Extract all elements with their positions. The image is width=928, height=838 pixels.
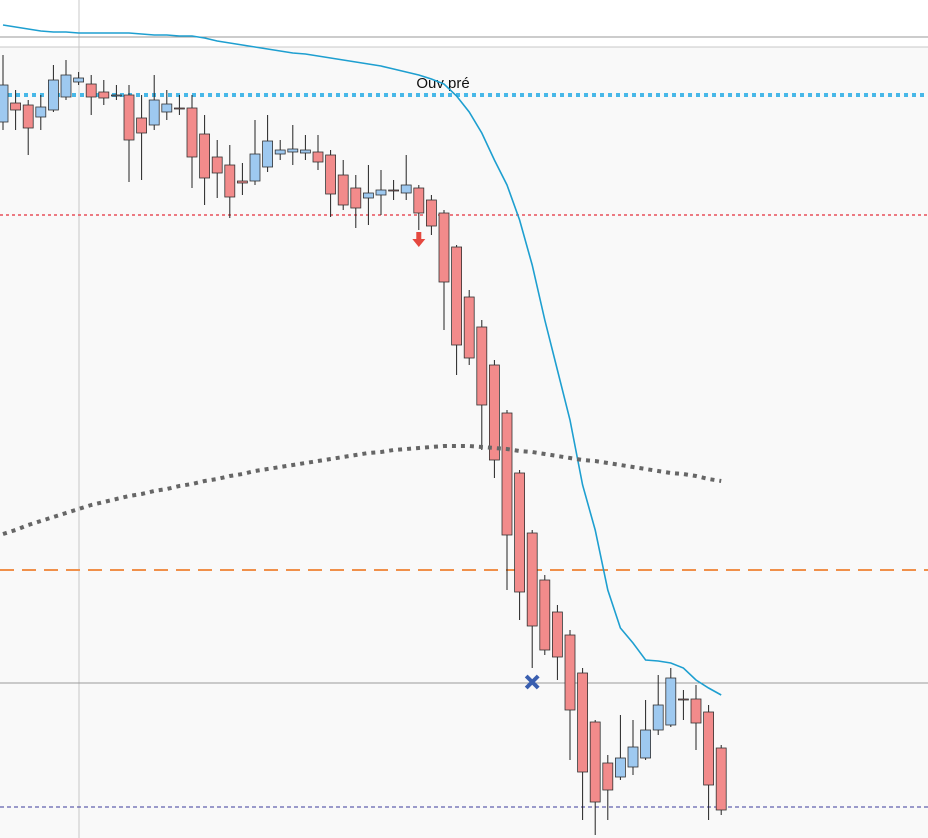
candle-body (35, 106, 47, 118)
candle-body (22, 104, 34, 129)
candle-body (337, 174, 349, 206)
candle-body (98, 91, 110, 99)
candle-body (715, 747, 727, 811)
candle-body (703, 711, 714, 786)
candle-body (589, 721, 601, 803)
candle-body (136, 117, 148, 134)
candle-body (640, 729, 651, 759)
candle-body (262, 140, 274, 168)
candle-body (514, 472, 525, 593)
candle-body (224, 164, 236, 198)
candle-body (325, 154, 337, 195)
candle-body (501, 412, 513, 536)
candle-body (350, 187, 362, 209)
candle-body (526, 532, 538, 627)
candle-body (199, 133, 211, 179)
candle-body (425, 199, 437, 227)
plot-background (0, 47, 928, 838)
candle-body (211, 156, 223, 174)
candle-body (0, 84, 9, 123)
candle-body (463, 296, 475, 359)
candle-body (299, 149, 311, 154)
candle-body (413, 187, 425, 214)
candle-body (274, 149, 286, 155)
candle-body (73, 77, 84, 83)
sell-signal (412, 232, 426, 247)
candle-body (615, 757, 626, 778)
candle-body (287, 148, 299, 153)
candle-body (451, 246, 463, 346)
candle-body (111, 94, 122, 97)
candle-body (552, 611, 563, 658)
candle-body (10, 102, 22, 111)
candle-body (627, 746, 639, 768)
candle-body (678, 698, 689, 701)
candle-body (249, 153, 261, 182)
candle-body (148, 99, 160, 126)
candle-body (85, 83, 97, 98)
candle-body (236, 180, 248, 184)
candle-body (60, 74, 72, 98)
candle-body (123, 94, 135, 141)
candle-body (312, 151, 324, 163)
candle-body (375, 189, 387, 196)
candle-body (48, 79, 59, 111)
candle-body (652, 704, 664, 731)
candle-body (173, 107, 185, 110)
candle-body (388, 189, 400, 192)
candle-body (488, 364, 500, 461)
candle-body (400, 184, 412, 194)
candle-body (476, 326, 488, 406)
candle-body (161, 103, 173, 113)
candle-body (362, 192, 374, 199)
candle-body (539, 579, 551, 651)
candle-body (690, 698, 702, 724)
candle-body (564, 634, 576, 711)
candle-body (438, 212, 450, 283)
cross-marker (524, 674, 540, 690)
candle-body (186, 107, 198, 158)
candle-body (577, 672, 588, 773)
candle-body (665, 677, 677, 726)
candle-body (602, 762, 614, 791)
moving-average (2, 24, 722, 696)
